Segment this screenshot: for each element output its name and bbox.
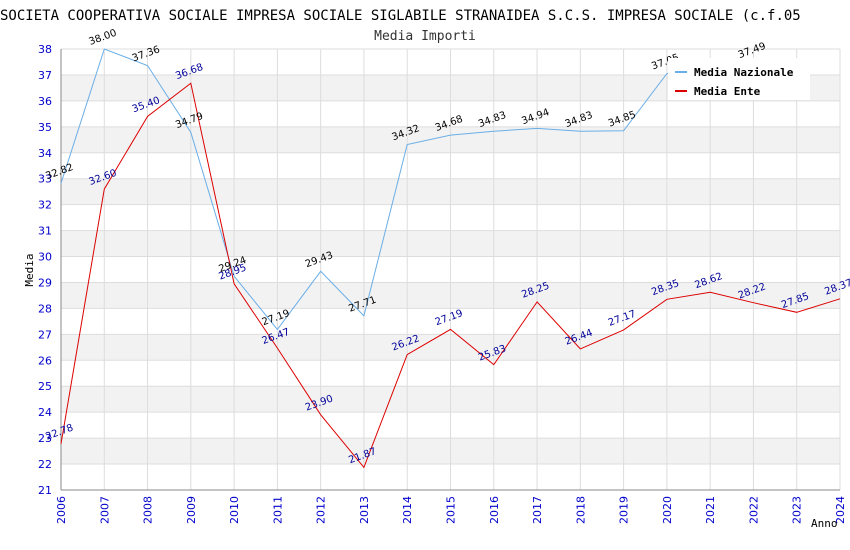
- y-tick-label: 28: [38, 302, 52, 315]
- legend-entry: Media Nazionale: [694, 66, 794, 79]
- y-tick-label: 32: [38, 199, 52, 212]
- x-tick-label: 2010: [228, 496, 241, 524]
- legend-entry: Media Ente: [694, 85, 761, 98]
- series-line-media-nazionale: [60, 48, 754, 331]
- y-tick-label: 22: [38, 458, 52, 471]
- y-tick-label: 29: [38, 276, 52, 289]
- x-tick-label: 2013: [358, 496, 371, 524]
- y-tick-label: 26: [38, 354, 52, 367]
- y-tick-label: 31: [38, 225, 52, 238]
- grid-lines: [60, 48, 841, 491]
- x-tick-label: 2017: [531, 496, 544, 524]
- x-tick-label: 2022: [747, 496, 760, 524]
- data-label: 37.36: [131, 44, 162, 64]
- x-tick-label: 2006: [55, 496, 68, 524]
- legend-box: [668, 58, 810, 100]
- x-tick-label: 2011: [271, 496, 284, 524]
- y-tick-label: 37: [38, 69, 52, 82]
- data-label: 27.19: [261, 308, 292, 328]
- axes: 21 22 23 24 25 26 27 28 29 30 31 32 33 34 35 36 37 38 2006…: [38, 43, 847, 524]
- y-tick-label: 35: [38, 121, 52, 134]
- data-label: 27.19: [434, 308, 465, 328]
- y-tick-label: 33: [38, 173, 52, 186]
- x-tick-label: 2019: [618, 496, 631, 524]
- series-line-media-ente: [60, 82, 841, 469]
- x-axis-label: Anno: [811, 517, 838, 530]
- legend: Media Nazionale Media Ente: [668, 58, 810, 100]
- y-tick-label: 36: [38, 95, 52, 108]
- x-tick-label: 2012: [315, 496, 328, 524]
- data-label: 34.94: [520, 107, 551, 127]
- y-tick-label: 23: [38, 432, 52, 445]
- x-tick-label: 2024: [834, 496, 847, 524]
- y-tick-label: 27: [38, 328, 52, 341]
- x-tick-label: 2023: [791, 496, 804, 524]
- x-tick-label: 2014: [401, 496, 414, 524]
- y-tick-label: 30: [38, 251, 52, 264]
- series-lines: [60, 48, 841, 469]
- y-axis-label: Media: [23, 253, 36, 286]
- x-tick-label: 2008: [142, 496, 155, 524]
- chart-title: SOCIETA COOPERATIVA SOCIALE IMPRESA SOCI…: [0, 8, 801, 24]
- x-tick-label: 2015: [445, 496, 458, 524]
- y-tick-label: 34: [38, 147, 52, 160]
- x-tick-label: 2007: [98, 496, 111, 524]
- y-tick-label: 25: [38, 380, 52, 393]
- x-tick-label: 2016: [488, 496, 501, 524]
- chart-subtitle: Media Importi: [374, 29, 476, 44]
- x-tick-label: 2009: [185, 496, 198, 524]
- data-label: 27.17: [607, 309, 638, 329]
- y-tick-label: 24: [38, 406, 52, 419]
- data-label: 38.00: [88, 28, 119, 48]
- x-tick-label: 2020: [661, 496, 674, 524]
- y-tick-label: 38: [38, 43, 52, 56]
- y-tick-label: 21: [38, 484, 52, 497]
- x-tick-label: 2021: [704, 496, 717, 524]
- x-tick-label: 2018: [574, 496, 587, 524]
